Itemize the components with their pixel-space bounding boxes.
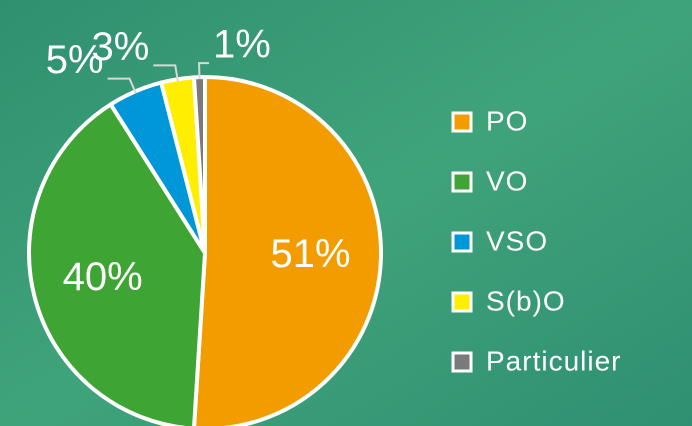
leader-line	[107, 77, 137, 94]
legend-swatch	[451, 171, 473, 193]
pie-slice	[192, 75, 383, 426]
slice-label: 40%	[63, 255, 143, 299]
leader-line	[153, 64, 179, 82]
slice-label: 1%	[213, 23, 271, 67]
legend-swatch	[451, 111, 473, 133]
legend: PO VO VSO S(b)O Particulier	[451, 105, 621, 376]
slice-label: 51%	[271, 232, 351, 276]
legend-label: VO	[486, 165, 528, 196]
slice-label: 3%	[91, 25, 149, 69]
legend-label: Particulier	[486, 345, 621, 376]
pie: 51% 40% 5%3% 1%	[27, 23, 383, 426]
leader-line	[198, 62, 210, 80]
legend-swatch	[451, 351, 473, 373]
slice-label: 5%	[46, 38, 104, 82]
legend-label: S(b)O	[486, 285, 566, 316]
legend-swatch	[451, 231, 473, 253]
legend-swatch	[451, 291, 473, 313]
legend-label: VSO	[486, 225, 548, 256]
legend-label: PO	[486, 105, 528, 136]
